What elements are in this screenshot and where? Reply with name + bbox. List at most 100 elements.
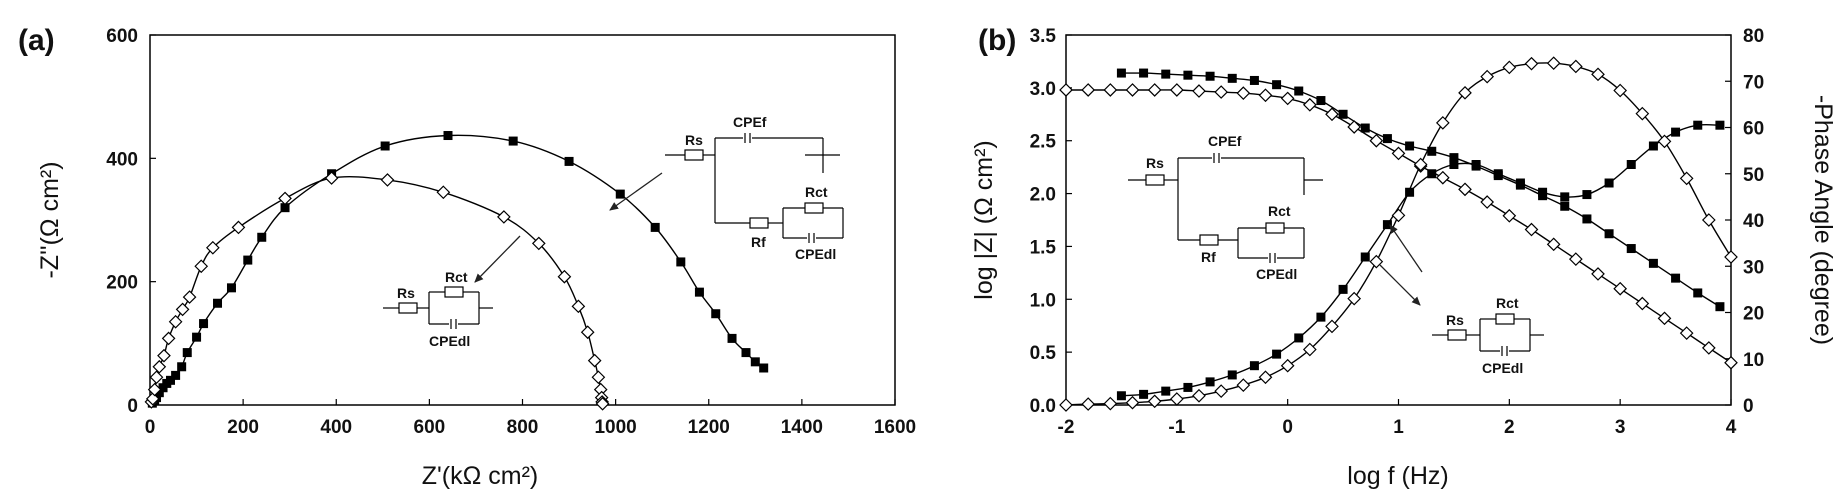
x-tick-label: 3	[1615, 417, 1626, 438]
x-tick-label: 4	[1726, 417, 1737, 438]
data-point	[1502, 208, 1517, 223]
panel-a-label: (a)	[18, 24, 55, 57]
x-tick-label: 1	[1393, 417, 1404, 438]
data-point	[1125, 395, 1140, 410]
y2-tick-label: 40	[1743, 211, 1764, 232]
data-point	[1693, 288, 1703, 298]
data-point	[1382, 134, 1392, 144]
fit-curve	[1121, 72, 1721, 308]
fit-curve	[1066, 89, 1732, 364]
data-point	[1369, 254, 1384, 269]
data-point	[1294, 86, 1304, 96]
x-tick-label: 600	[414, 417, 446, 438]
y-tick-label: 400	[106, 149, 138, 170]
data-point	[1449, 153, 1459, 163]
data-point	[213, 298, 223, 308]
data-point	[1493, 169, 1503, 179]
panel-b-y-axis-label: log |Z| (Ω cm²)	[970, 140, 998, 299]
data-point	[741, 348, 751, 358]
data-point	[1635, 106, 1650, 121]
panel-b-bode-plot: (b) -2 -1 0 1 2 3 4 0.0 0.5 1.0 1.5 2.0 2.5 3.0 3.5 0 10…	[970, 24, 1837, 490]
panel-b-axes: -2 -1 0 1 2 3 4 0.0 0.5 1.0 1.5 2.0 2.5 3.0 3.5 0 10 20 30…	[1030, 26, 1765, 438]
data-point	[1059, 398, 1073, 412]
data-point	[1613, 83, 1628, 98]
data-point	[145, 391, 160, 406]
data-point	[199, 319, 209, 329]
data-point	[168, 314, 183, 329]
data-point	[1648, 258, 1658, 268]
panel-a-data-markers	[144, 131, 769, 411]
cpe-f-label: CPEf	[1208, 133, 1242, 149]
rct-resistor-icon	[444, 286, 464, 298]
data-point	[1626, 244, 1636, 254]
data-point	[1272, 349, 1282, 359]
y-tick-label: 1.0	[1030, 290, 1056, 311]
data-point	[1183, 70, 1193, 80]
data-point	[1169, 392, 1184, 406]
data-point	[1161, 386, 1171, 396]
data-point	[1391, 146, 1406, 161]
data-point	[380, 141, 390, 151]
data-point	[1582, 214, 1592, 224]
data-point	[1427, 146, 1437, 156]
x-tick-label: 2	[1504, 417, 1515, 438]
data-point	[1524, 56, 1539, 71]
data-point	[443, 131, 453, 141]
data-point	[1338, 284, 1348, 294]
rct-resistor-icon	[1495, 313, 1515, 325]
data-point	[1347, 120, 1362, 134]
data-point	[149, 370, 164, 385]
cpe-dl-label: CPEdl	[795, 246, 836, 262]
data-point	[1724, 250, 1738, 264]
data-point	[1560, 201, 1570, 211]
cpe-f-label: CPEf	[733, 114, 767, 130]
x-tick-label: 800	[507, 417, 539, 438]
data-point	[1560, 192, 1570, 202]
x-tick-label: 400	[320, 417, 352, 438]
data-point	[1435, 170, 1450, 185]
rct-label: Rct	[445, 269, 468, 285]
data-point	[1249, 361, 1259, 371]
rs-label: Rs	[685, 132, 703, 148]
data-point	[1258, 370, 1273, 385]
x-tick-label: -2	[1058, 417, 1075, 438]
data-point	[1325, 107, 1339, 122]
panel-a-nyquist-plot: (a) 0 200 400 600 800 1000 1200 1400 1600 0 200 400…	[18, 24, 916, 490]
data-point	[1081, 397, 1096, 411]
y2-tick-label: 10	[1743, 350, 1764, 371]
data-point	[1679, 326, 1694, 340]
data-point	[1103, 396, 1118, 411]
data-point	[280, 203, 290, 213]
x-tick-label: 0	[1282, 417, 1293, 438]
data-point	[1613, 281, 1628, 296]
data-point	[1236, 86, 1251, 100]
cpe-dl-label: CPEdl	[1482, 360, 1523, 376]
panel-b-data-markers	[1059, 56, 1738, 412]
panel-a-equivalent-circuit-randles: Rct Rs CPEdl	[383, 269, 493, 349]
panel-b-fit-curves	[1065, 62, 1732, 406]
data-point	[1657, 134, 1672, 149]
x-tick-label: 1000	[594, 417, 636, 438]
data-point	[1449, 160, 1459, 169]
data-point	[1546, 237, 1561, 252]
y-tick-label: 200	[106, 273, 138, 294]
data-point	[1169, 83, 1184, 97]
cpe-dl-label: CPEdl	[429, 333, 470, 349]
panel-a-axes: 0 200 400 600 800 1000 1200 1400 1600 0 200 400 600	[106, 26, 916, 438]
y2-tick-label: 70	[1743, 72, 1764, 93]
data-point	[171, 370, 181, 380]
data-point	[1059, 83, 1073, 97]
panel-b-y2-axis-label: -Phase Angle (degree)	[1809, 95, 1837, 345]
rs-resistor-icon	[684, 149, 704, 161]
data-point	[231, 220, 246, 235]
rs-resistor-icon	[398, 302, 418, 314]
data-point	[694, 287, 704, 297]
data-point	[206, 240, 220, 255]
data-point	[1227, 370, 1237, 380]
data-point	[727, 333, 737, 343]
data-point	[161, 331, 176, 346]
data-point	[257, 232, 267, 242]
y2-tick-label: 20	[1743, 304, 1764, 325]
data-point	[1480, 195, 1495, 209]
data-point	[1116, 391, 1126, 401]
